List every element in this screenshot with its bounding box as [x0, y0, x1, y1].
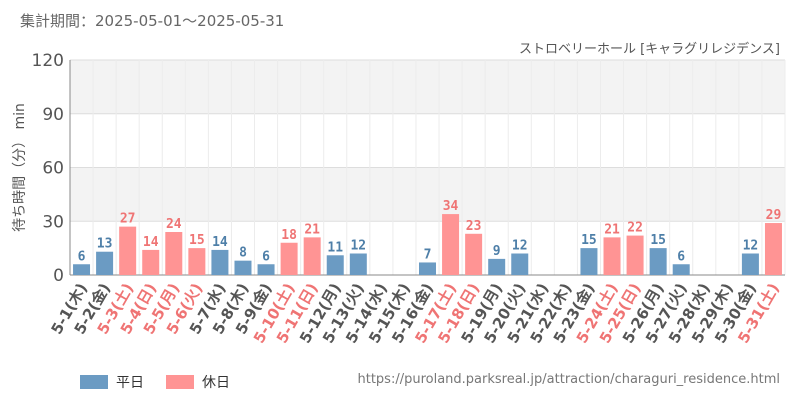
data-label: 15	[189, 233, 205, 248]
data-label: 15	[581, 233, 597, 248]
data-label: 23	[466, 219, 482, 234]
bar	[672, 264, 690, 275]
data-label: 12	[743, 239, 759, 254]
legend-holiday: 休日	[166, 372, 230, 392]
bar	[211, 249, 229, 275]
bar	[142, 249, 160, 275]
bar	[511, 253, 529, 275]
legend-holiday-label: 休日	[202, 375, 230, 391]
bar	[280, 242, 298, 275]
data-label: 22	[627, 221, 643, 236]
y-tick-label: 60	[42, 159, 64, 179]
bar	[603, 237, 621, 275]
data-label: 21	[604, 222, 620, 237]
data-label: 11	[327, 240, 343, 255]
data-label: 14	[212, 235, 228, 250]
attraction-name: ストロベリーホール [キャラグリレジデンス]	[518, 42, 780, 57]
bar	[303, 237, 321, 275]
bar	[764, 223, 782, 275]
data-label: 18	[281, 228, 297, 243]
bar	[165, 232, 183, 275]
data-label: 13	[97, 237, 113, 252]
y-tick-label: 0	[53, 266, 64, 286]
data-label: 27	[120, 212, 136, 227]
bar	[73, 264, 91, 275]
data-label: 24	[166, 217, 182, 232]
data-label: 6	[78, 249, 86, 264]
bar	[96, 251, 114, 275]
bar	[326, 255, 344, 275]
data-label: 12	[350, 239, 366, 254]
legend-holiday-swatch	[166, 375, 194, 389]
period-label: 集計期間：2025-05-01～2025-05-31	[20, 12, 285, 30]
grid-band	[70, 167, 785, 222]
legend-weekday: 平日	[80, 372, 144, 392]
bar	[419, 262, 436, 275]
data-label: 21	[304, 222, 320, 237]
bar	[442, 214, 460, 275]
data-label: 14	[143, 235, 159, 250]
legend: 平日 休日	[80, 372, 252, 392]
bar	[649, 248, 667, 275]
bar	[119, 226, 137, 275]
data-label: 15	[650, 233, 666, 248]
y-axis-label: 待ち時間（分） min	[12, 103, 28, 232]
bar	[580, 248, 598, 275]
source-url: https://puroland.parksreal.jp/attraction…	[357, 372, 780, 387]
bar	[626, 235, 644, 275]
y-tick-label: 90	[42, 105, 64, 125]
data-label: 9	[493, 244, 501, 259]
data-label: 6	[262, 249, 270, 264]
legend-weekday-label: 平日	[116, 375, 144, 391]
data-label: 12	[512, 239, 528, 254]
data-label: 7	[424, 247, 432, 262]
bar	[257, 264, 275, 275]
data-label: 8	[239, 246, 247, 261]
y-tick-label: 30	[42, 212, 64, 232]
data-label: 29	[766, 208, 782, 223]
bar	[488, 258, 506, 275]
bar	[188, 248, 206, 275]
legend-weekday-swatch	[80, 375, 108, 389]
data-label: 34	[443, 199, 459, 214]
bar	[349, 253, 367, 275]
bar	[465, 233, 483, 275]
grid-band	[70, 60, 785, 114]
bar	[234, 260, 252, 275]
y-tick-label: 120	[32, 51, 64, 71]
bar	[741, 253, 759, 275]
data-label: 6	[677, 249, 685, 264]
